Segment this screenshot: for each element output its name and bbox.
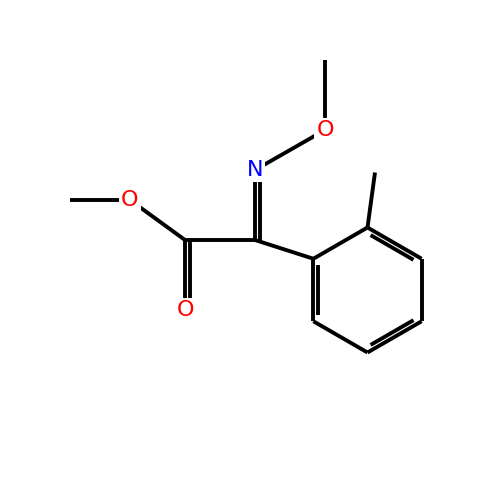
Text: O: O [316,120,334,140]
Text: N: N [246,160,263,180]
Text: O: O [176,300,194,320]
Text: O: O [121,190,139,210]
